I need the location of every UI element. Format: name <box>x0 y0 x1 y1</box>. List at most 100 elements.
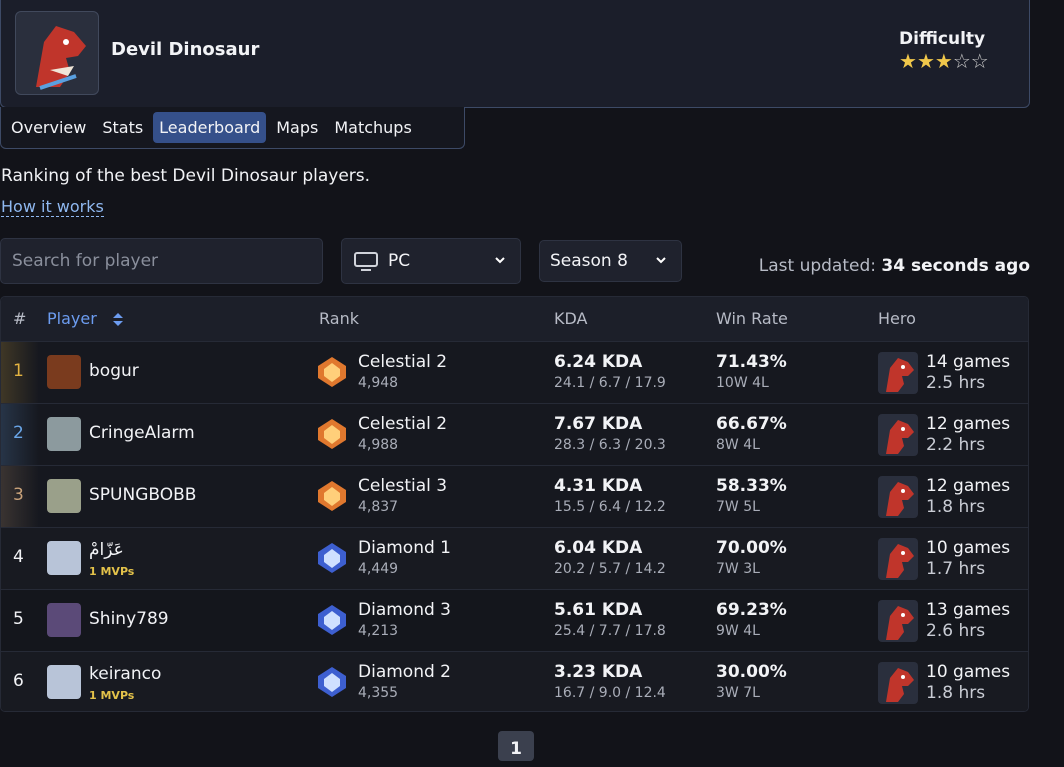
table-row: 4 عَزّامْ 1 MVPs Diamond 1 4,449 6.04 KDA 20.2… <box>1 527 1028 589</box>
rank-icon <box>314 354 350 390</box>
rank-emblem <box>318 543 346 573</box>
platform-value: PC <box>388 251 411 271</box>
description: Ranking of the best Devil Dinosaur playe… <box>1 166 371 186</box>
difficulty-stars: ★★★☆☆ <box>899 49 989 73</box>
search-input[interactable]: Search for player <box>0 238 323 284</box>
player-name[interactable]: SPUNGBOBB <box>89 485 197 505</box>
games-played: 12 games <box>926 476 1011 496</box>
win-rate: 71.43% <box>716 352 787 372</box>
table-row: 1 bogur Celestial 2 4,948 6.24 KDA 24.1 / 6.7… <box>1 341 1028 403</box>
rank-score: 4,948 <box>358 375 399 391</box>
games-played: 14 games <box>926 352 1011 372</box>
win-rate: 30.00% <box>716 662 787 682</box>
rank-icon <box>314 416 350 452</box>
kda: 3.23 KDA <box>554 662 643 682</box>
rank-name: Diamond 3 <box>358 600 451 620</box>
hero-icon-art <box>886 358 914 392</box>
star-empty: ☆ <box>970 49 989 73</box>
season-select[interactable]: Season 8 <box>539 240 682 282</box>
tab-bar: Overview Stats Leaderboard Maps Matchups <box>0 107 465 149</box>
position: 2 <box>13 423 24 443</box>
rank-icon <box>314 664 350 700</box>
rank-icon <box>314 478 350 514</box>
hero-name: Devil Dinosaur <box>111 39 260 60</box>
games-played: 13 games <box>926 600 1011 620</box>
rank-name: Diamond 1 <box>358 538 451 558</box>
player-avatar <box>47 355 81 389</box>
page-button[interactable]: 1 <box>510 739 522 759</box>
hours-played: 1.8 hrs <box>926 497 986 517</box>
hero-icon-art <box>886 606 914 640</box>
tab[interactable]: Stats <box>102 118 144 137</box>
rank-emblem <box>318 605 346 635</box>
platform-select[interactable]: PC <box>341 238 521 284</box>
kda-detail: 16.7 / 9.0 / 12.4 <box>554 685 666 701</box>
tab[interactable]: Maps <box>276 118 319 137</box>
tab[interactable]: Leaderboard <box>153 112 267 143</box>
pagination: 1 <box>498 731 534 761</box>
difficulty-label: Difficulty <box>899 29 986 49</box>
last-updated-label: Last updated: <box>758 256 876 276</box>
rank-name: Diamond 2 <box>358 662 451 682</box>
column-header: KDA <box>554 309 588 328</box>
rank-emblem <box>318 357 346 387</box>
last-updated-value: 34 seconds ago <box>881 256 1030 276</box>
monitor-icon <box>354 252 378 271</box>
hero-icon-art <box>886 482 914 516</box>
kda: 6.24 KDA <box>554 352 643 372</box>
kda: 7.67 KDA <box>554 414 643 434</box>
mvp-count: 1 MVPs <box>89 565 135 578</box>
player-name[interactable]: keiranco <box>89 664 162 684</box>
rank-score: 4,988 <box>358 437 399 453</box>
kda-detail: 15.5 / 6.4 / 12.2 <box>554 499 666 515</box>
table-row: 3 SPUNGBOBB Celestial 3 4,837 4.31 KDA 15.5 /… <box>1 465 1028 527</box>
position: 5 <box>13 609 24 629</box>
kda: 6.04 KDA <box>554 538 643 558</box>
player-name[interactable]: Shiny789 <box>89 609 169 629</box>
hero-icon <box>878 600 918 642</box>
star-filled: ★ <box>916 49 935 73</box>
column-header: Hero <box>878 309 916 328</box>
hero-icon <box>878 414 918 456</box>
tab[interactable]: Matchups <box>334 118 412 137</box>
table-row: 2 CringeAlarm Celestial 2 4,988 7.67 KDA 28.3… <box>1 403 1028 465</box>
hero-icon-art <box>886 668 914 702</box>
player-name[interactable]: bogur <box>89 361 139 381</box>
rank-icon <box>314 602 350 638</box>
table-row: 5 Shiny789 Diamond 3 4,213 5.61 KDA 25.4 / 7.… <box>1 589 1028 651</box>
chevron <box>495 257 505 264</box>
player-avatar <box>47 541 81 575</box>
win-rate: 70.00% <box>716 538 787 558</box>
hero-icon-art <box>886 544 914 578</box>
player-avatar <box>47 417 81 451</box>
hero-icon-art <box>886 420 914 454</box>
player-name[interactable]: CringeAlarm <box>89 423 195 443</box>
column-header: # <box>13 309 27 328</box>
win-rate: 66.67% <box>716 414 787 434</box>
win-loss: 8W 4L <box>716 437 760 453</box>
hours-played: 2.5 hrs <box>926 373 986 393</box>
table-row: 6 keiranco 1 MVPs Diamond 2 4,355 3.23 KDA 16.… <box>1 651 1028 711</box>
hero-icon <box>878 352 918 394</box>
rank-score: 4,837 <box>358 499 399 515</box>
player-name[interactable]: عَزّامْ <box>89 540 124 560</box>
column-header: Rank <box>319 309 359 328</box>
how-it-works-link[interactable]: How it works <box>1 197 104 217</box>
games-played: 10 games <box>926 662 1011 682</box>
win-rate: 69.23% <box>716 600 787 620</box>
leaderboard-table: # Player Rank KDA Win Rate Hero 1 bogur Celestia… <box>0 296 1029 712</box>
tab[interactable]: Overview <box>11 118 87 137</box>
hours-played: 2.2 hrs <box>926 435 986 455</box>
last-updated: Last updated: 34 seconds ago <box>759 256 1030 276</box>
rank-icon <box>314 540 350 576</box>
kda-detail: 24.1 / 6.7 / 17.9 <box>554 375 666 391</box>
star-filled: ★ <box>934 49 953 73</box>
rank-score: 4,213 <box>358 623 399 639</box>
rank-score: 4,449 <box>358 561 399 577</box>
hero-icon <box>878 662 918 704</box>
win-loss: 3W 7L <box>716 685 760 701</box>
column-header[interactable]: Player <box>47 309 123 328</box>
win-loss: 9W 4L <box>716 623 760 639</box>
